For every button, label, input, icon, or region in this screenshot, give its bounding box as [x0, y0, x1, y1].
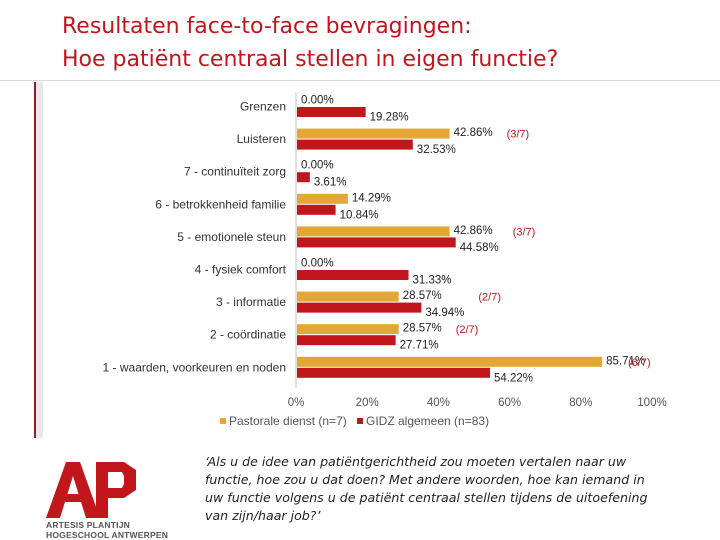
category-label: 2 - coördinatie — [210, 328, 286, 342]
bar-gidz — [297, 270, 409, 280]
data-label: 0.00% — [301, 258, 334, 270]
quote-line-3: uw functie volgens u de patiënt centraal… — [205, 490, 648, 505]
data-label: 10.84% — [340, 209, 379, 221]
data-label: 28.57% — [403, 323, 442, 335]
logo-text-line-1: ARTESIS PLANTIJN — [46, 520, 130, 530]
data-label: 0.00% — [301, 95, 334, 107]
bar-gidz — [297, 139, 413, 150]
data-label: 42.86% — [454, 225, 493, 237]
x-tick-label: 100% — [637, 397, 666, 409]
bar-pastorale — [297, 193, 348, 204]
x-tick-label: 60% — [498, 397, 521, 409]
bar-gidz — [297, 367, 491, 378]
quote-line-4: van zijn/haar job?’ — [205, 508, 321, 523]
data-label: 28.57% — [403, 290, 442, 302]
category-label: 4 - fysiek comfort — [195, 263, 287, 277]
quote-line-1: ‘Als u de idee van patiëntgerichtheid zo… — [205, 454, 627, 469]
x-tick-label: 40% — [427, 397, 450, 409]
x-tick-label: 80% — [569, 397, 592, 409]
legend-label: GIDZ algemeen (n=83) — [366, 414, 489, 428]
fraction-annotation: (2/7) — [478, 292, 501, 304]
data-label: 54.22% — [494, 372, 533, 384]
data-label: 0.00% — [301, 160, 334, 172]
bar-pastorale — [297, 356, 603, 367]
data-label: 44.58% — [460, 242, 499, 254]
data-label: 85.71% — [606, 355, 645, 367]
legend-swatch — [357, 418, 363, 424]
category-label: 7 - continuïteit zorg — [184, 165, 286, 179]
bar-gidz — [297, 172, 310, 183]
fraction-annotation: (3/7) — [507, 129, 530, 141]
legend-swatch — [220, 418, 226, 424]
fraction-annotation: (2/7) — [456, 324, 479, 336]
fraction-annotation: (6/7) — [628, 357, 651, 369]
data-label: 14.29% — [352, 192, 391, 204]
x-tick-label: 20% — [356, 397, 379, 409]
logo-text-line-2: HOGESCHOOL ANTWERPEN — [46, 530, 169, 540]
quote-line-2: functie, hoe zou u dat doen? Met andere … — [205, 472, 645, 487]
data-label: 3.61% — [314, 177, 347, 189]
category-label: 5 - emotionele steun — [177, 230, 286, 244]
category-label: 3 - informatie — [216, 295, 286, 309]
bar-pastorale — [297, 128, 450, 139]
category-label: Luisteren — [237, 132, 286, 146]
category-label: Grenzen — [240, 100, 286, 114]
slide-title-line-1: Resultaten face-to-face bevragingen: — [62, 14, 472, 39]
x-tick-label: 0% — [288, 397, 305, 409]
decorative-side-band — [34, 82, 43, 438]
data-label: 31.33% — [413, 275, 452, 287]
data-label: 27.71% — [400, 340, 439, 352]
fraction-annotation: (3/7) — [513, 226, 536, 238]
data-label: 42.86% — [454, 127, 493, 139]
category-label: 1 - waarden, voorkeuren en noden — [103, 360, 286, 374]
interview-question-quote: ‘Als u de idee van patiëntgerichtheid zo… — [205, 453, 665, 525]
bar-pastorale — [297, 291, 399, 302]
slide-title-line-2: Hoe patiënt centraal stellen in eigen fu… — [62, 47, 559, 72]
bar-gidz — [297, 107, 366, 117]
bar-gidz — [297, 237, 456, 248]
title-divider — [0, 80, 720, 81]
data-label: 34.94% — [425, 307, 464, 319]
data-label: 19.28% — [370, 112, 409, 124]
category-label: 6 - betrokkenheid familie — [155, 197, 286, 211]
bar-gidz — [297, 335, 396, 346]
bar-pastorale — [297, 226, 450, 237]
bar-gidz — [297, 204, 336, 215]
bar-pastorale — [297, 324, 399, 335]
ap-logo-icon — [46, 462, 136, 518]
legend-label: Pastorale dienst (n=7) — [229, 414, 347, 428]
bar-chart: Grenzen 0.00% 19.28% Luisteren 42.86% 32.53% 7… — [103, 92, 667, 428]
data-label: 32.53% — [417, 144, 456, 156]
bar-gidz — [297, 302, 422, 313]
